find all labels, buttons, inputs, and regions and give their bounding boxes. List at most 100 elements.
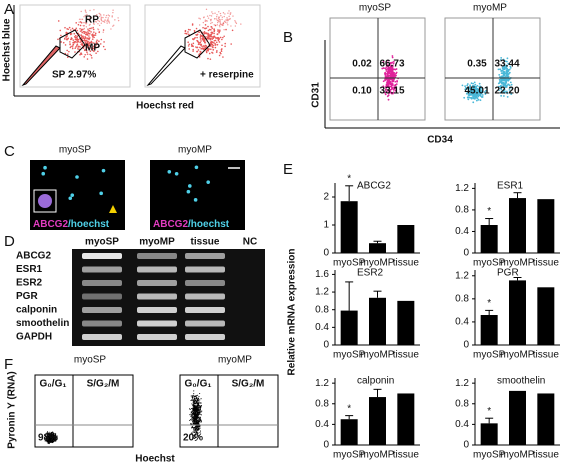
dot <box>60 41 63 43</box>
dot <box>393 86 396 89</box>
dot <box>89 53 91 56</box>
dot <box>192 48 194 51</box>
bar <box>509 280 526 345</box>
dot <box>51 439 54 441</box>
dot <box>80 52 82 54</box>
dot <box>395 83 398 86</box>
dot <box>64 38 66 40</box>
dot <box>210 20 212 22</box>
y-tick-label: 0.4 <box>455 419 469 430</box>
nucleus <box>68 196 73 201</box>
dot <box>192 38 195 40</box>
dot <box>506 92 509 95</box>
dot <box>94 32 97 35</box>
dot <box>218 41 221 43</box>
dot <box>192 418 194 420</box>
dot <box>54 437 56 439</box>
dot <box>191 404 194 406</box>
x-axis-label: CD34 <box>427 135 453 146</box>
quadrant-value: 66.73 <box>379 59 404 70</box>
dot <box>386 84 389 87</box>
x-tick-label: tissue <box>393 350 420 361</box>
dot <box>502 70 505 73</box>
dot <box>45 434 47 436</box>
dot <box>198 396 200 398</box>
panel-letter: A <box>4 1 14 18</box>
dot <box>188 48 191 50</box>
nucleus <box>193 198 198 202</box>
dot <box>508 71 511 74</box>
dot <box>93 50 95 53</box>
dot <box>205 20 208 22</box>
nucleus <box>99 191 103 196</box>
dot <box>200 402 202 404</box>
dot <box>203 32 206 35</box>
dot <box>476 97 479 100</box>
x-tick-label: myoSP <box>473 350 506 361</box>
dot <box>73 32 76 35</box>
dot <box>388 85 390 88</box>
y-tick-label: 0.8 <box>455 293 469 304</box>
dot <box>390 88 393 91</box>
dot <box>95 40 98 43</box>
dot <box>218 16 220 19</box>
dot <box>223 15 225 18</box>
dot <box>216 29 219 32</box>
dot <box>190 415 192 417</box>
gate-label: S/G₂/M <box>232 379 265 390</box>
percent-label: 20% <box>183 433 203 444</box>
dot <box>70 37 73 39</box>
dot <box>78 48 80 51</box>
dot <box>196 426 198 428</box>
dot <box>191 410 193 412</box>
dot <box>55 440 57 442</box>
quadrant-value: 22.20 <box>494 86 519 97</box>
dot <box>199 418 201 420</box>
y-tick-label: 0 <box>463 248 469 259</box>
dot <box>55 438 58 440</box>
dot <box>202 47 205 50</box>
dot <box>215 18 218 20</box>
dot <box>98 31 101 33</box>
dot <box>219 36 222 39</box>
dot <box>207 29 210 32</box>
dot <box>499 68 501 71</box>
dot <box>384 93 387 96</box>
dot <box>85 22 87 25</box>
dot <box>95 52 97 54</box>
dot <box>198 401 200 403</box>
dot <box>199 43 201 46</box>
dot <box>194 419 196 421</box>
dot <box>205 8 208 11</box>
dot <box>507 70 510 73</box>
dot <box>106 22 108 24</box>
nucleus <box>194 165 199 170</box>
bar <box>369 297 386 345</box>
y-tick-label: 1.2 <box>455 270 469 281</box>
dot <box>51 434 53 436</box>
dot <box>69 29 72 31</box>
dot <box>199 392 201 395</box>
dot <box>393 68 395 71</box>
dot <box>226 18 228 21</box>
dot <box>200 419 202 421</box>
dot <box>93 9 95 11</box>
dot <box>194 411 196 413</box>
dot <box>93 42 95 44</box>
band <box>82 293 122 300</box>
dot <box>192 417 195 420</box>
dot <box>193 423 196 425</box>
dot <box>47 438 49 440</box>
micrograph <box>150 160 245 230</box>
dot <box>221 16 224 18</box>
dot <box>199 410 201 412</box>
dot <box>88 47 90 49</box>
dot <box>114 19 116 21</box>
dot <box>228 15 230 18</box>
dot <box>220 50 223 53</box>
dot <box>191 417 193 419</box>
dot <box>194 437 197 439</box>
dot <box>504 80 507 82</box>
dot <box>197 402 199 405</box>
dot <box>197 399 200 402</box>
